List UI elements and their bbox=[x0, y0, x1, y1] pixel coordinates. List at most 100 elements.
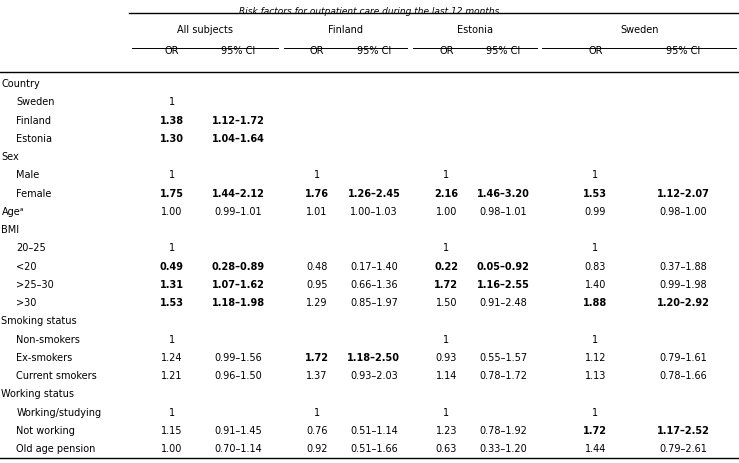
Text: OR: OR bbox=[588, 46, 602, 56]
Text: 0.76: 0.76 bbox=[306, 426, 328, 436]
Text: 0.92: 0.92 bbox=[306, 444, 328, 454]
Text: 0.51–1.66: 0.51–1.66 bbox=[350, 444, 398, 454]
Text: 0.05–0.92: 0.05–0.92 bbox=[477, 262, 530, 272]
Text: Working/studying: Working/studying bbox=[16, 408, 101, 418]
Text: 1.72: 1.72 bbox=[583, 426, 607, 436]
Text: 1.46–3.20: 1.46–3.20 bbox=[477, 188, 530, 199]
Text: 1.72: 1.72 bbox=[435, 280, 458, 290]
Text: Ex-smokers: Ex-smokers bbox=[16, 353, 72, 363]
Text: 1.40: 1.40 bbox=[585, 280, 606, 290]
Text: 1.44: 1.44 bbox=[585, 444, 606, 454]
Text: 1.16–2.55: 1.16–2.55 bbox=[477, 280, 530, 290]
Text: 95% CI: 95% CI bbox=[357, 46, 391, 56]
Text: Current smokers: Current smokers bbox=[16, 371, 97, 381]
Text: 1.07–1.62: 1.07–1.62 bbox=[212, 280, 265, 290]
Text: 1: 1 bbox=[592, 408, 599, 418]
Text: 1.30: 1.30 bbox=[160, 134, 184, 144]
Text: 95% CI: 95% CI bbox=[221, 46, 256, 56]
Text: 1.00: 1.00 bbox=[161, 207, 183, 217]
Text: 0.98–1.01: 0.98–1.01 bbox=[480, 207, 527, 217]
Text: 0.49: 0.49 bbox=[160, 262, 184, 272]
Text: Finland: Finland bbox=[328, 25, 363, 36]
Text: 0.78–1.72: 0.78–1.72 bbox=[480, 371, 527, 381]
Text: 1.53: 1.53 bbox=[583, 188, 607, 199]
Text: 1: 1 bbox=[592, 244, 599, 253]
Text: 1: 1 bbox=[443, 244, 449, 253]
Text: 2.16: 2.16 bbox=[435, 188, 458, 199]
Text: Male: Male bbox=[16, 170, 39, 181]
Text: 0.79–2.61: 0.79–2.61 bbox=[659, 444, 707, 454]
Text: 0.98–1.00: 0.98–1.00 bbox=[659, 207, 707, 217]
Text: Smoking status: Smoking status bbox=[1, 316, 77, 326]
Text: 1: 1 bbox=[592, 335, 599, 345]
Text: 1.37: 1.37 bbox=[306, 371, 328, 381]
Text: 0.93: 0.93 bbox=[436, 353, 457, 363]
Text: 1.50: 1.50 bbox=[435, 298, 457, 308]
Text: 1: 1 bbox=[168, 97, 175, 107]
Text: 0.78–1.66: 0.78–1.66 bbox=[659, 371, 707, 381]
Text: 1.17–2.52: 1.17–2.52 bbox=[657, 426, 709, 436]
Text: 0.22: 0.22 bbox=[435, 262, 458, 272]
Text: 1.44–2.12: 1.44–2.12 bbox=[212, 188, 265, 199]
Text: 1: 1 bbox=[314, 170, 320, 181]
Text: 0.95: 0.95 bbox=[306, 280, 328, 290]
Text: 1.72: 1.72 bbox=[305, 353, 329, 363]
Text: 1.31: 1.31 bbox=[160, 280, 184, 290]
Text: 1.18–2.50: 1.18–2.50 bbox=[347, 353, 401, 363]
Text: 0.63: 0.63 bbox=[436, 444, 457, 454]
Text: Finland: Finland bbox=[16, 116, 51, 125]
Text: Country: Country bbox=[1, 79, 40, 89]
Text: 1.12: 1.12 bbox=[585, 353, 606, 363]
Text: 1: 1 bbox=[443, 335, 449, 345]
Text: 1.00–1.03: 1.00–1.03 bbox=[350, 207, 398, 217]
Text: 1.38: 1.38 bbox=[160, 116, 184, 125]
Text: 1.04–1.64: 1.04–1.64 bbox=[212, 134, 265, 144]
Text: 1.53: 1.53 bbox=[160, 298, 184, 308]
Text: 1.01: 1.01 bbox=[307, 207, 327, 217]
Text: Risk factors for outpatient care during the last 12 months: Risk factors for outpatient care during … bbox=[239, 7, 500, 16]
Text: 0.51–1.14: 0.51–1.14 bbox=[350, 426, 398, 436]
Text: OR: OR bbox=[310, 46, 324, 56]
Text: 0.85–1.97: 0.85–1.97 bbox=[350, 298, 398, 308]
Text: 1.26–2.45: 1.26–2.45 bbox=[347, 188, 401, 199]
Text: 1.00: 1.00 bbox=[436, 207, 457, 217]
Text: 0.37–1.88: 0.37–1.88 bbox=[659, 262, 707, 272]
Text: 0.48: 0.48 bbox=[307, 262, 327, 272]
Text: 0.91–2.48: 0.91–2.48 bbox=[480, 298, 527, 308]
Text: 1.15: 1.15 bbox=[161, 426, 183, 436]
Text: BMI: BMI bbox=[1, 225, 20, 235]
Text: Ageᵃ: Ageᵃ bbox=[1, 207, 24, 217]
Text: Not working: Not working bbox=[16, 426, 75, 436]
Text: Old age pension: Old age pension bbox=[16, 444, 95, 454]
Text: 0.70–1.14: 0.70–1.14 bbox=[214, 444, 262, 454]
Text: 1.18–1.98: 1.18–1.98 bbox=[212, 298, 265, 308]
Text: 0.99: 0.99 bbox=[585, 207, 606, 217]
Text: Estonia: Estonia bbox=[16, 134, 52, 144]
Text: 0.91–1.45: 0.91–1.45 bbox=[214, 426, 262, 436]
Text: 1: 1 bbox=[592, 170, 599, 181]
Text: 0.79–1.61: 0.79–1.61 bbox=[659, 353, 707, 363]
Text: 1: 1 bbox=[168, 335, 175, 345]
Text: <20: <20 bbox=[16, 262, 37, 272]
Text: OR: OR bbox=[165, 46, 179, 56]
Text: 0.66–1.36: 0.66–1.36 bbox=[350, 280, 398, 290]
Text: 0.99–1.56: 0.99–1.56 bbox=[214, 353, 262, 363]
Text: OR: OR bbox=[439, 46, 454, 56]
Text: 0.99–1.01: 0.99–1.01 bbox=[214, 207, 262, 217]
Text: 0.99–1.98: 0.99–1.98 bbox=[659, 280, 707, 290]
Text: Sweden: Sweden bbox=[620, 25, 658, 36]
Text: 0.83: 0.83 bbox=[585, 262, 606, 272]
Text: 1: 1 bbox=[168, 244, 175, 253]
Text: Sweden: Sweden bbox=[16, 97, 55, 107]
Text: Working status: Working status bbox=[1, 389, 75, 400]
Text: 0.78–1.92: 0.78–1.92 bbox=[480, 426, 527, 436]
Text: 1: 1 bbox=[168, 170, 175, 181]
Text: Female: Female bbox=[16, 188, 52, 199]
Text: 1.21: 1.21 bbox=[161, 371, 183, 381]
Text: 1: 1 bbox=[443, 408, 449, 418]
Text: 1.12–1.72: 1.12–1.72 bbox=[212, 116, 265, 125]
Text: Non-smokers: Non-smokers bbox=[16, 335, 80, 345]
Text: 0.28–0.89: 0.28–0.89 bbox=[212, 262, 265, 272]
Text: 1.29: 1.29 bbox=[306, 298, 328, 308]
Text: All subjects: All subjects bbox=[177, 25, 233, 36]
